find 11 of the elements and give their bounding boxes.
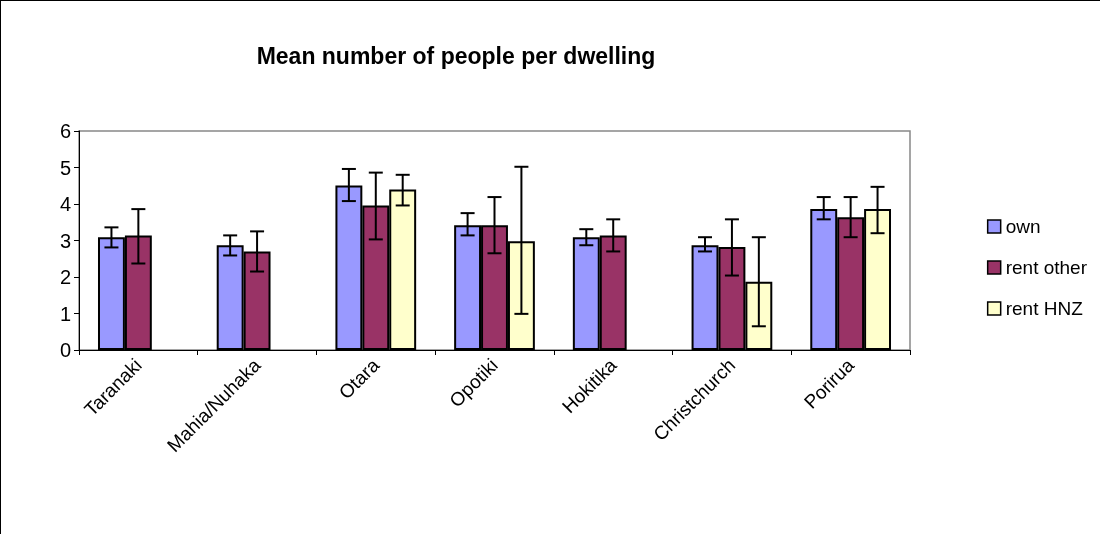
y-tick-label: 3 [59,229,71,252]
y-tick-label: 5 [59,156,71,179]
y-tick-label: 0 [59,339,71,361]
y-tick-label: 2 [59,266,71,288]
chart-title: Mean number of people per dwelling [256,42,656,69]
y-tick-label: 6 [59,120,71,142]
legend-label: own [1005,216,1041,237]
y-tick-label: 4 [59,193,71,215]
legend-label: rent HNZ [1005,298,1084,319]
y-tick-label: 1 [59,302,71,325]
legend-label: rent other [1005,257,1088,278]
